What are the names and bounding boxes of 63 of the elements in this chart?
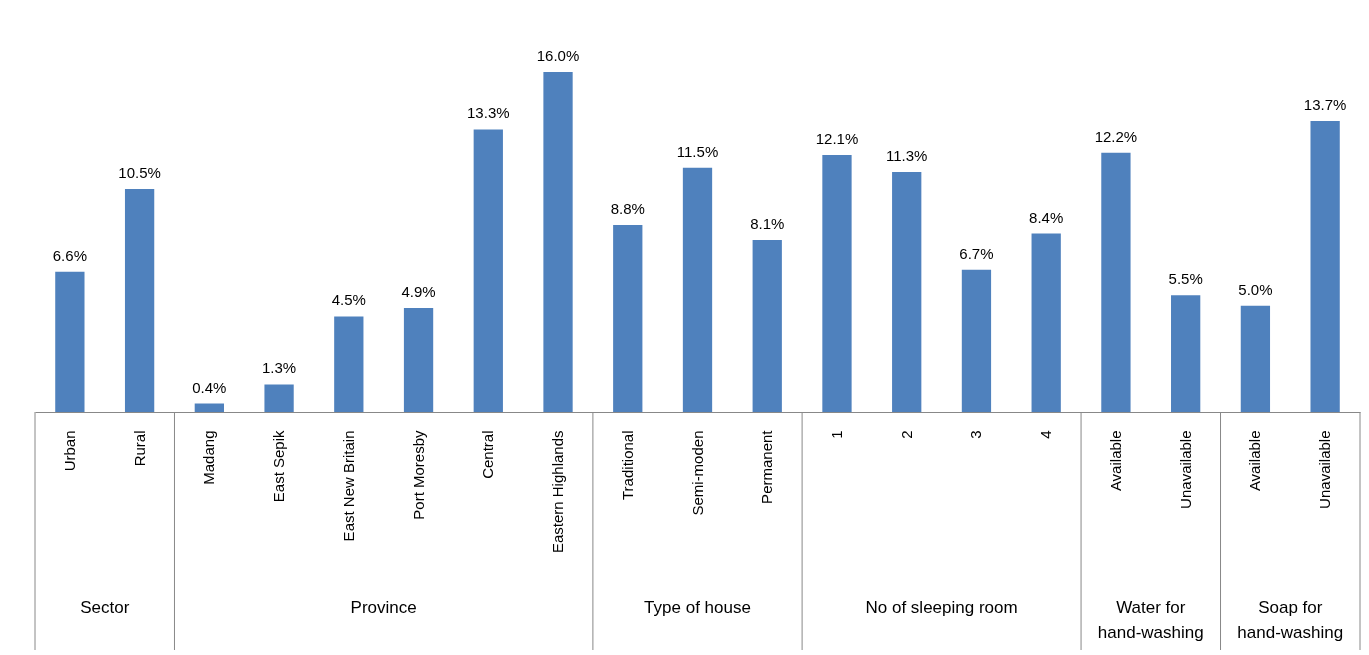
bar: [613, 225, 643, 412]
data-label: 8.1%: [750, 214, 785, 232]
x-tick-label: Rural: [130, 430, 148, 467]
text: Type of house: [644, 598, 751, 617]
bar: [892, 171, 922, 412]
data-label: 13.3%: [467, 104, 510, 122]
x-tick-label: Traditional: [618, 430, 636, 500]
data-label: 13.7%: [1303, 95, 1347, 113]
x-tick-label: Unavailable: [1316, 430, 1334, 509]
text: Water for hand-washing: [1097, 598, 1204, 642]
text: Sector: [80, 598, 130, 617]
x-tick-label: Available: [1246, 430, 1264, 492]
data-label: 6.6%: [52, 246, 87, 264]
bar: [1171, 295, 1201, 412]
text: No of sleeping room: [865, 598, 1018, 617]
data-label: 11.3%: [886, 146, 928, 164]
bar: [682, 167, 713, 412]
data-label: 5.0%: [1238, 280, 1273, 298]
x-tick-label: East New Britain: [339, 430, 357, 542]
data-label: 8.4%: [1029, 208, 1064, 226]
x-tick-label: Permanent: [758, 429, 776, 504]
x-tick-label: 2: [897, 430, 915, 439]
data-label: 4.9%: [401, 282, 436, 300]
data-label: 10.5%: [118, 163, 161, 181]
bar: [752, 239, 782, 412]
bar: [194, 403, 224, 412]
text: Soap for hand-washing: [1237, 598, 1344, 642]
text: Province: [350, 598, 417, 617]
bar: [1240, 305, 1271, 412]
data-label: 1.3%: [261, 359, 297, 377]
x-tick-label: Urban: [60, 430, 78, 472]
x-tick-label: Semi-moden: [688, 430, 706, 516]
data-label: 6.7%: [959, 244, 994, 262]
x-tick-label: Central: [479, 430, 497, 479]
bar: [1310, 120, 1340, 412]
data-label: 12.2%: [1094, 127, 1138, 145]
data-label: 12.1%: [815, 129, 859, 147]
bar: [403, 307, 434, 412]
bar: [55, 271, 85, 412]
bar: [473, 129, 503, 412]
x-tick-label: Madang: [200, 430, 218, 485]
x-tick-label: 4: [1037, 430, 1055, 439]
x-tick-label: Available: [1106, 430, 1124, 492]
bar: [822, 154, 852, 412]
x-tick-label: Port Moresby: [409, 430, 427, 520]
data-label: 5.5%: [1168, 270, 1203, 288]
data-label: 11.5%: [676, 142, 719, 160]
x-tick-label: 3: [967, 430, 985, 439]
bar: [334, 316, 364, 412]
data-label: 4.5%: [331, 291, 366, 309]
x-tick-label: Unavailable: [1176, 430, 1194, 509]
data-label: 16.0%: [536, 47, 580, 64]
bar: [264, 384, 294, 412]
bar: [124, 188, 155, 412]
bar: [1031, 233, 1061, 412]
bar: [1101, 152, 1131, 412]
data-label: 8.8%: [610, 200, 645, 217]
x-tick-label: 1: [827, 430, 845, 439]
x-tick-label: East Sepik: [270, 430, 288, 503]
bar: [961, 269, 992, 412]
x-tick-label: Eastern Highlands: [549, 430, 567, 554]
bar: [543, 72, 573, 412]
data-label: 0.4%: [192, 378, 227, 396]
